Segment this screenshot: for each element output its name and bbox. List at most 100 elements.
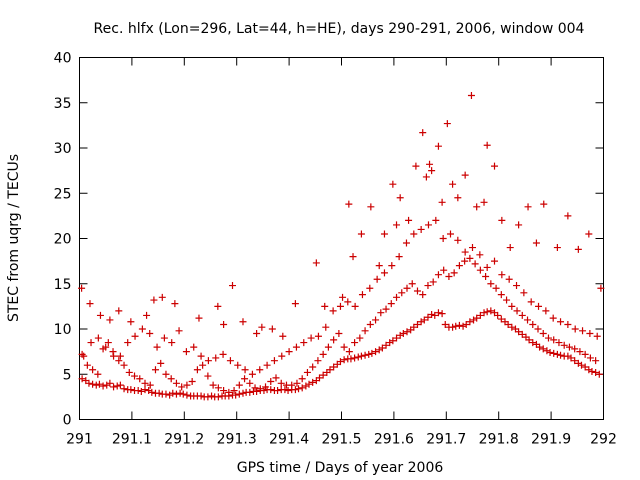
data-point xyxy=(349,253,357,261)
data-point xyxy=(586,354,594,362)
data-point xyxy=(115,307,123,315)
data-point xyxy=(555,339,563,347)
data-point xyxy=(277,379,285,387)
data-point xyxy=(593,332,601,340)
data-point xyxy=(251,384,259,392)
data-point xyxy=(571,357,579,365)
data-point xyxy=(146,381,154,389)
data-point xyxy=(579,327,587,335)
data-point xyxy=(85,379,93,387)
data-point xyxy=(127,318,135,326)
data-point xyxy=(113,382,121,390)
data-point xyxy=(434,142,442,150)
data-point xyxy=(232,391,240,399)
data-point xyxy=(449,323,457,331)
data-point xyxy=(347,355,355,363)
data-point xyxy=(393,334,401,342)
data-point xyxy=(157,359,165,367)
data-point xyxy=(344,298,352,306)
data-point xyxy=(309,363,317,371)
data-point xyxy=(136,375,144,383)
data-point xyxy=(125,368,133,376)
data-points xyxy=(78,92,605,401)
data-point xyxy=(378,344,386,352)
data-point xyxy=(461,171,469,179)
data-point xyxy=(515,221,523,229)
data-point xyxy=(553,244,561,252)
data-point xyxy=(368,349,376,357)
data-point xyxy=(172,379,180,387)
data-point xyxy=(543,347,551,355)
y-tick-label: 40 xyxy=(54,51,72,67)
data-point xyxy=(209,381,217,389)
data-point xyxy=(357,230,365,238)
data-point xyxy=(466,254,474,262)
data-point xyxy=(482,273,490,281)
data-point xyxy=(226,357,234,365)
data-point xyxy=(440,266,448,274)
data-point xyxy=(413,287,421,295)
data-point xyxy=(302,382,310,390)
data-point xyxy=(567,354,575,362)
data-point xyxy=(441,320,449,328)
x-tick-label: 291.6 xyxy=(374,432,414,448)
data-point xyxy=(195,314,203,322)
data-point xyxy=(235,390,243,398)
data-point xyxy=(413,320,421,328)
data-point xyxy=(291,386,299,394)
chart-title: Rec. hlfx (Lon=296, Lat=44, h=HE), days … xyxy=(94,21,585,37)
data-point xyxy=(235,381,243,389)
data-point xyxy=(307,334,315,342)
data-point xyxy=(361,327,369,335)
data-point xyxy=(471,260,479,268)
y-tick-label: 10 xyxy=(54,322,72,338)
data-point xyxy=(497,315,505,323)
data-point xyxy=(542,307,550,315)
data-point xyxy=(358,291,366,299)
data-point xyxy=(319,350,327,358)
data-point xyxy=(150,296,158,304)
data-point xyxy=(270,357,278,365)
data-point xyxy=(199,361,207,369)
data-point xyxy=(544,334,552,342)
data-point xyxy=(131,372,139,380)
data-point xyxy=(367,203,375,211)
data-point xyxy=(234,361,242,369)
data-point xyxy=(335,330,343,338)
data-point xyxy=(188,377,196,385)
y-tick-label: 5 xyxy=(63,367,72,383)
data-point xyxy=(214,384,222,392)
data-point xyxy=(321,302,329,310)
y-tick-label: 25 xyxy=(54,186,72,202)
data-point xyxy=(466,318,474,326)
data-point xyxy=(95,380,103,388)
data-point xyxy=(597,284,605,292)
data-point xyxy=(403,328,411,336)
data-point xyxy=(262,383,270,391)
data-point xyxy=(480,309,488,317)
data-point xyxy=(469,244,476,252)
data-point xyxy=(336,302,344,310)
data-point xyxy=(524,203,532,211)
data-point xyxy=(230,387,238,395)
data-point xyxy=(483,141,491,149)
data-point xyxy=(540,200,548,208)
data-point xyxy=(508,302,516,310)
data-point xyxy=(366,284,374,292)
data-point xyxy=(527,298,535,306)
data-point xyxy=(504,320,512,328)
data-point xyxy=(560,341,568,349)
data-point xyxy=(410,230,418,238)
data-point xyxy=(204,393,212,401)
data-point xyxy=(380,230,388,238)
data-point xyxy=(292,343,300,351)
data-point xyxy=(183,381,191,389)
data-point xyxy=(131,332,139,340)
data-point xyxy=(581,350,589,358)
data-point xyxy=(549,314,557,322)
data-point xyxy=(455,321,463,329)
data-point xyxy=(581,363,589,371)
data-point xyxy=(78,375,86,383)
data-point xyxy=(354,353,362,361)
data-point xyxy=(595,370,603,378)
